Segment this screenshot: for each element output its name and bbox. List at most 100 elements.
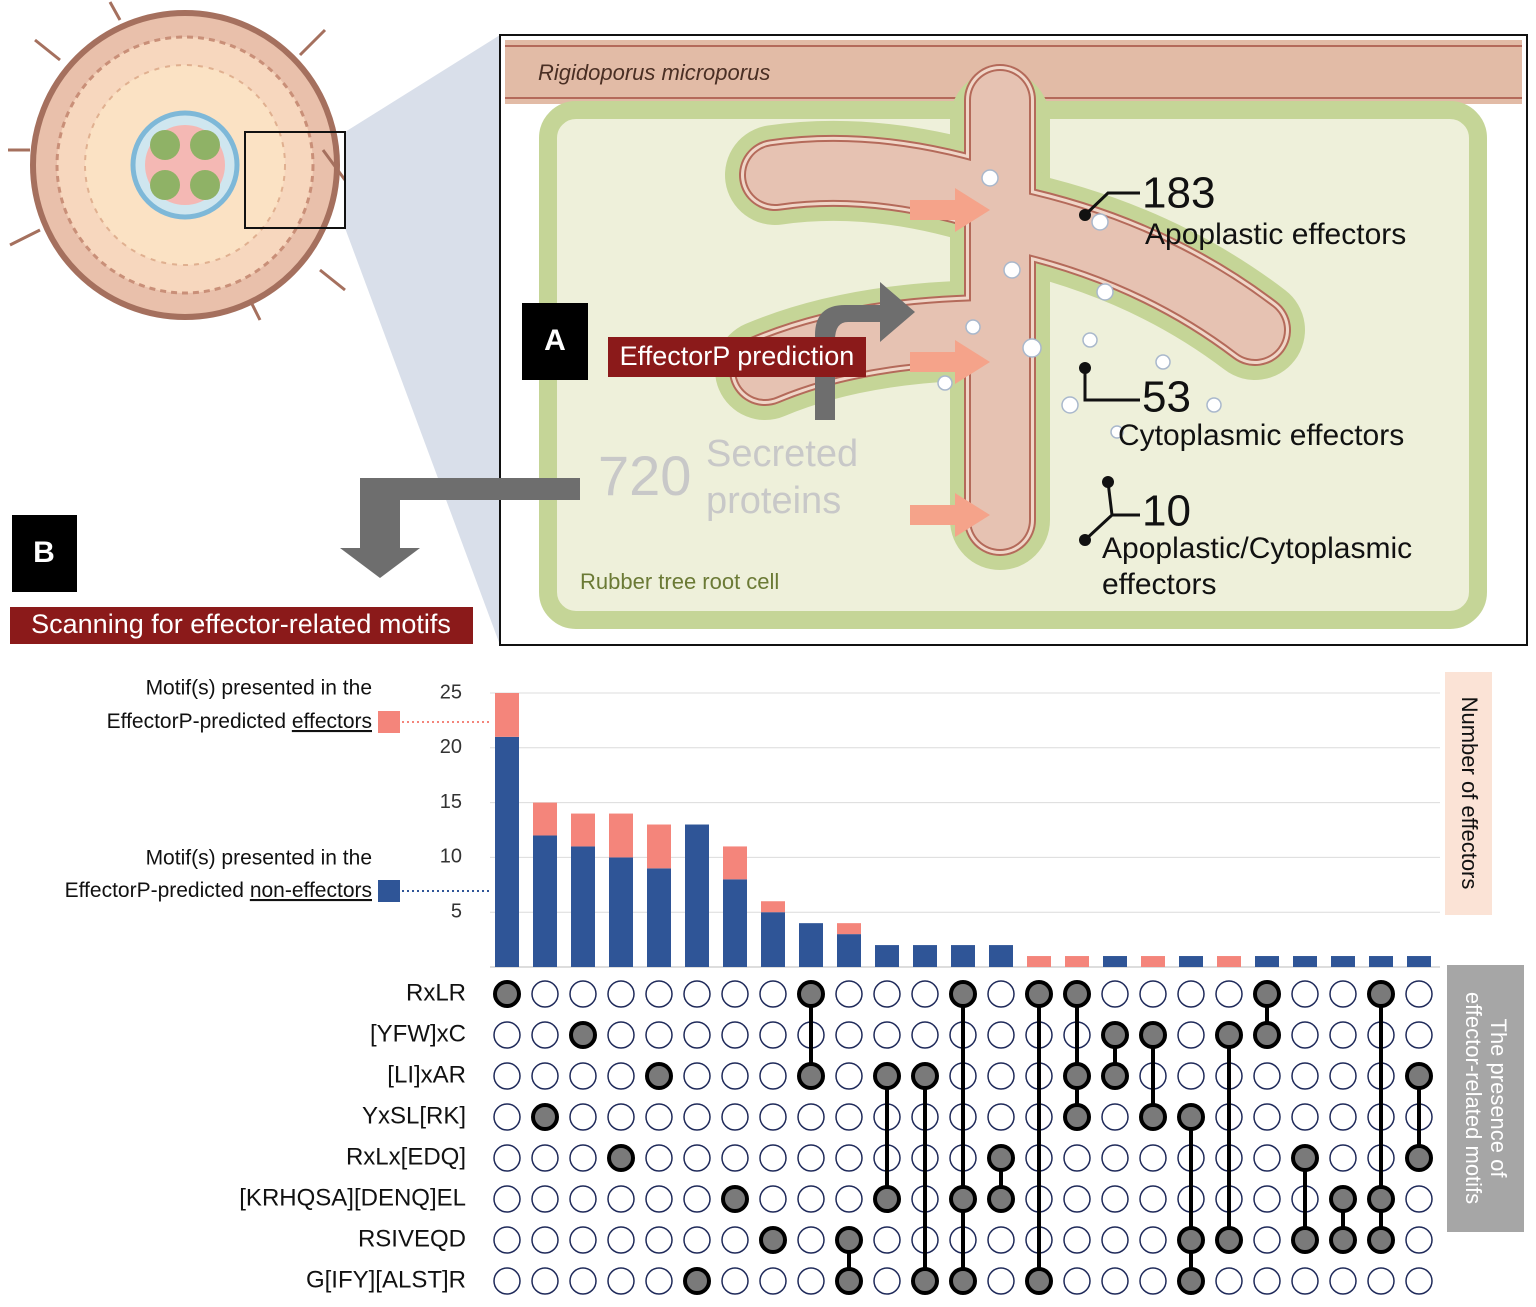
empty-dot (493, 1103, 521, 1131)
bar (989, 945, 1013, 967)
empty-dot (1329, 1103, 1357, 1131)
matrix-label: The presence of (1486, 1019, 1511, 1179)
member-dot (1215, 1021, 1243, 1049)
member-dot (721, 1185, 749, 1213)
bar (1217, 956, 1241, 967)
set-label: [YFW]xC (370, 1020, 466, 1047)
secreted-label: Secreted (706, 433, 858, 475)
empty-dot (1329, 980, 1357, 1008)
scanning-arrow (340, 478, 580, 578)
y-axis-label: Number of effectors (1457, 697, 1482, 890)
empty-dot (1139, 1185, 1167, 1213)
y-tick-label: 25 (440, 681, 462, 703)
set-label: [LI]xAR (387, 1061, 466, 1088)
legend-entry: effectors (292, 710, 372, 733)
panel-badge (522, 303, 588, 380)
empty-dot (569, 1144, 597, 1172)
empty-dot (569, 1267, 597, 1295)
member-dot (1101, 1021, 1129, 1049)
empty-dot (759, 1062, 787, 1090)
zoom-box (244, 131, 346, 229)
member-dot (493, 980, 521, 1008)
cytoplasmic-label: Cytoplasmic effectors (1118, 419, 1404, 452)
empty-dot (1291, 980, 1319, 1008)
empty-dot (1101, 1267, 1129, 1295)
legend-prefix: EffectorP-predicted (107, 710, 286, 733)
member-dot (1025, 1267, 1053, 1295)
empty-dot (1063, 1185, 1091, 1213)
empty-dot (759, 1267, 787, 1295)
bar (723, 879, 747, 967)
empty-dot (493, 1185, 521, 1213)
empty-dot (1329, 1267, 1357, 1295)
member-dot (949, 980, 977, 1008)
empty-dot (987, 980, 1015, 1008)
fungal-hypha (715, 64, 1305, 570)
legend-text: EffectorP-predicted effectors (107, 710, 372, 733)
empty-dot (645, 980, 673, 1008)
secretion-arrows (910, 188, 990, 537)
empty-dot (835, 1103, 863, 1131)
member-dot (759, 1226, 787, 1254)
empty-dot (607, 1226, 635, 1254)
empty-dot (759, 1021, 787, 1049)
legend-text: EffectorP-predicted non-effectors (65, 879, 372, 902)
dual-label: effectors (1102, 568, 1217, 601)
bar (685, 824, 709, 967)
member-dot (1215, 1226, 1243, 1254)
empty-dot (759, 1103, 787, 1131)
empty-dot (911, 980, 939, 1008)
empty-dot (1177, 980, 1205, 1008)
empty-dot (645, 1021, 673, 1049)
member-dot (569, 1021, 597, 1049)
empty-dot (759, 1144, 787, 1172)
bar (647, 824, 671, 869)
empty-dot (683, 1185, 711, 1213)
member-dot (835, 1267, 863, 1295)
member-dot (1139, 1021, 1167, 1049)
empty-dot (797, 1103, 825, 1131)
secreted-count: 720 (598, 444, 691, 507)
empty-dot (721, 1144, 749, 1172)
dual-count: 10 (1142, 487, 1191, 536)
member-dot (873, 1185, 901, 1213)
bar (533, 802, 557, 836)
empty-dot (797, 1226, 825, 1254)
fungus-label: Rigidoporus microporus (538, 60, 770, 85)
set-label: [KRHQSA][DENQ]EL (239, 1184, 466, 1211)
member-dot (797, 1062, 825, 1090)
empty-dot (721, 1062, 749, 1090)
bar (837, 934, 861, 967)
ylabel-box (1445, 672, 1492, 915)
empty-dot (1253, 1062, 1281, 1090)
empty-dot (721, 1226, 749, 1254)
member-dot (1177, 1267, 1205, 1295)
empty-dot (569, 1185, 597, 1213)
member-dot (607, 1144, 635, 1172)
panel-label: B (33, 536, 55, 569)
empty-dot (987, 1062, 1015, 1090)
empty-dot (1063, 1144, 1091, 1172)
prediction-badge (608, 337, 866, 377)
member-dot (1405, 1062, 1433, 1090)
member-dot (1063, 980, 1091, 1008)
empty-dot (721, 1021, 749, 1049)
set-label: G[IFY][ALST]R (306, 1266, 466, 1293)
bar (1331, 956, 1355, 967)
empty-dot (1101, 1226, 1129, 1254)
matrix-label-box (1447, 965, 1524, 1232)
empty-dot (1405, 980, 1433, 1008)
member-dot (835, 1226, 863, 1254)
empty-dot (683, 1103, 711, 1131)
empty-dot (835, 980, 863, 1008)
bar (837, 923, 861, 935)
empty-dot (835, 1062, 863, 1090)
bar (647, 868, 671, 967)
member-dot (1329, 1226, 1357, 1254)
empty-dot (759, 980, 787, 1008)
member-dot (1139, 1103, 1167, 1131)
empty-dot (1101, 1144, 1129, 1172)
empty-dot (873, 1226, 901, 1254)
empty-dot (569, 1062, 597, 1090)
effector-particles (937, 169, 1222, 439)
